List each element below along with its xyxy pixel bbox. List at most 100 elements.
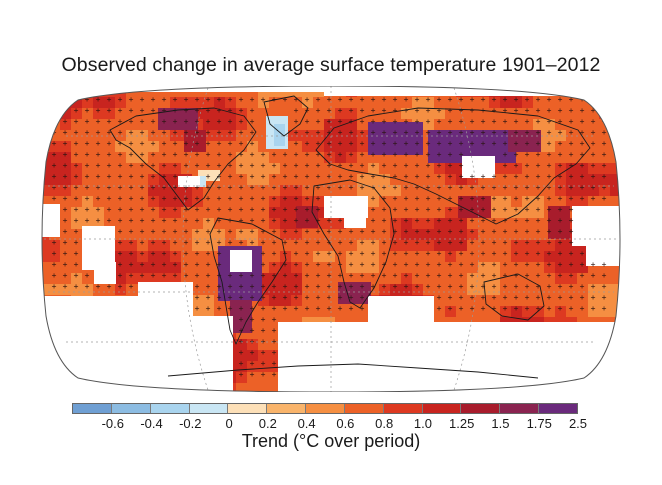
trend-cell — [247, 240, 258, 251]
trend-cell — [577, 152, 588, 163]
cooling-patch — [274, 124, 285, 146]
trend-cell — [390, 108, 401, 119]
trend-cell — [412, 108, 423, 119]
trend-cell — [137, 97, 148, 108]
significance-marker: + — [382, 238, 387, 247]
significance-marker: + — [492, 293, 497, 302]
trend-cell — [170, 130, 181, 141]
significance-marker: + — [591, 271, 596, 280]
significance-marker: + — [349, 128, 354, 137]
significance-marker: + — [85, 117, 90, 126]
significance-marker: + — [492, 304, 497, 313]
trend-cell — [423, 174, 434, 185]
significance-marker: + — [96, 282, 101, 291]
significance-marker: + — [85, 216, 90, 225]
significance-marker: + — [481, 282, 486, 291]
coast-north-america — [109, 107, 257, 211]
significance-marker: + — [272, 95, 277, 104]
significance-marker: + — [118, 194, 123, 203]
trend-cell — [258, 328, 269, 339]
significance-marker: + — [470, 106, 475, 115]
trend-cell — [203, 262, 214, 273]
trend-cell — [280, 240, 291, 251]
significance-marker: + — [514, 304, 519, 313]
legend-tick-label: 1.0 — [413, 416, 432, 431]
trend-cell — [236, 361, 247, 372]
trend-cell — [181, 240, 192, 251]
significance-marker: + — [250, 337, 255, 346]
significance-marker: + — [404, 194, 409, 203]
trend-cell — [181, 229, 192, 240]
trend-cell — [203, 163, 214, 174]
significance-marker: + — [558, 172, 563, 181]
significance-marker: + — [118, 271, 123, 280]
significance-marker: + — [536, 238, 541, 247]
significance-marker: + — [63, 139, 68, 148]
significance-marker: + — [85, 172, 90, 181]
significance-marker: + — [547, 194, 552, 203]
trend-cell — [258, 306, 269, 317]
significance-marker: + — [448, 205, 453, 214]
significance-marker: + — [338, 117, 343, 126]
significance-marker: + — [536, 260, 541, 269]
significance-marker: + — [382, 95, 387, 104]
legend-tick-label: 1.5 — [491, 416, 510, 431]
significance-marker: + — [173, 161, 178, 170]
significance-marker: + — [591, 260, 596, 269]
significance-marker: + — [437, 194, 442, 203]
trend-cell — [588, 306, 599, 317]
significance-marker: + — [294, 227, 299, 236]
trend-cell — [236, 152, 247, 163]
trend-cell — [610, 174, 620, 185]
trend-cell — [423, 229, 434, 240]
significance-marker: + — [162, 271, 167, 280]
trend-cell — [610, 339, 620, 350]
trend-cell — [500, 284, 511, 295]
trend-cell — [379, 185, 390, 196]
significance-marker: + — [580, 161, 585, 170]
trend-cell — [258, 284, 269, 295]
significance-marker: + — [239, 304, 244, 313]
trend-cell — [42, 119, 49, 130]
significance-marker: + — [74, 172, 79, 181]
trend-cell — [159, 273, 170, 284]
legend-tick-label: 0.2 — [258, 416, 277, 431]
significance-marker: + — [470, 304, 475, 313]
significance-marker: + — [525, 117, 530, 126]
significance-marker: + — [481, 227, 486, 236]
significance-marker: + — [426, 183, 431, 192]
trend-cell — [104, 163, 115, 174]
significance-marker: + — [206, 205, 211, 214]
trend-cell — [544, 163, 555, 174]
trend-cell — [137, 185, 148, 196]
trend-cell — [555, 119, 566, 130]
trend-cell — [71, 229, 82, 240]
trend-cell — [390, 240, 401, 251]
significance-marker: + — [162, 161, 167, 170]
trend-cell — [302, 174, 313, 185]
trend-cell — [82, 196, 93, 207]
significance-marker: + — [239, 95, 244, 104]
significance-marker: + — [184, 139, 189, 148]
trend-cell — [566, 218, 577, 229]
significance-marker: + — [360, 95, 365, 104]
trend-cell — [42, 174, 49, 185]
trend-cell — [599, 361, 610, 372]
significance-marker: + — [569, 194, 574, 203]
trend-cell — [258, 251, 269, 262]
trend-cell — [445, 262, 456, 273]
trend-cell — [258, 141, 269, 152]
significance-marker: + — [316, 216, 321, 225]
significance-marker: + — [481, 271, 486, 280]
trend-cell — [269, 229, 280, 240]
significance-marker: + — [250, 227, 255, 236]
significance-marker: + — [96, 117, 101, 126]
significance-marker: + — [228, 304, 233, 313]
significance-marker: + — [448, 161, 453, 170]
trend-cell — [60, 218, 71, 229]
trend-cell — [610, 86, 620, 97]
significance-marker: + — [338, 271, 343, 280]
trend-cell — [137, 229, 148, 240]
significance-marker: + — [426, 161, 431, 170]
trend-cell — [577, 273, 588, 284]
